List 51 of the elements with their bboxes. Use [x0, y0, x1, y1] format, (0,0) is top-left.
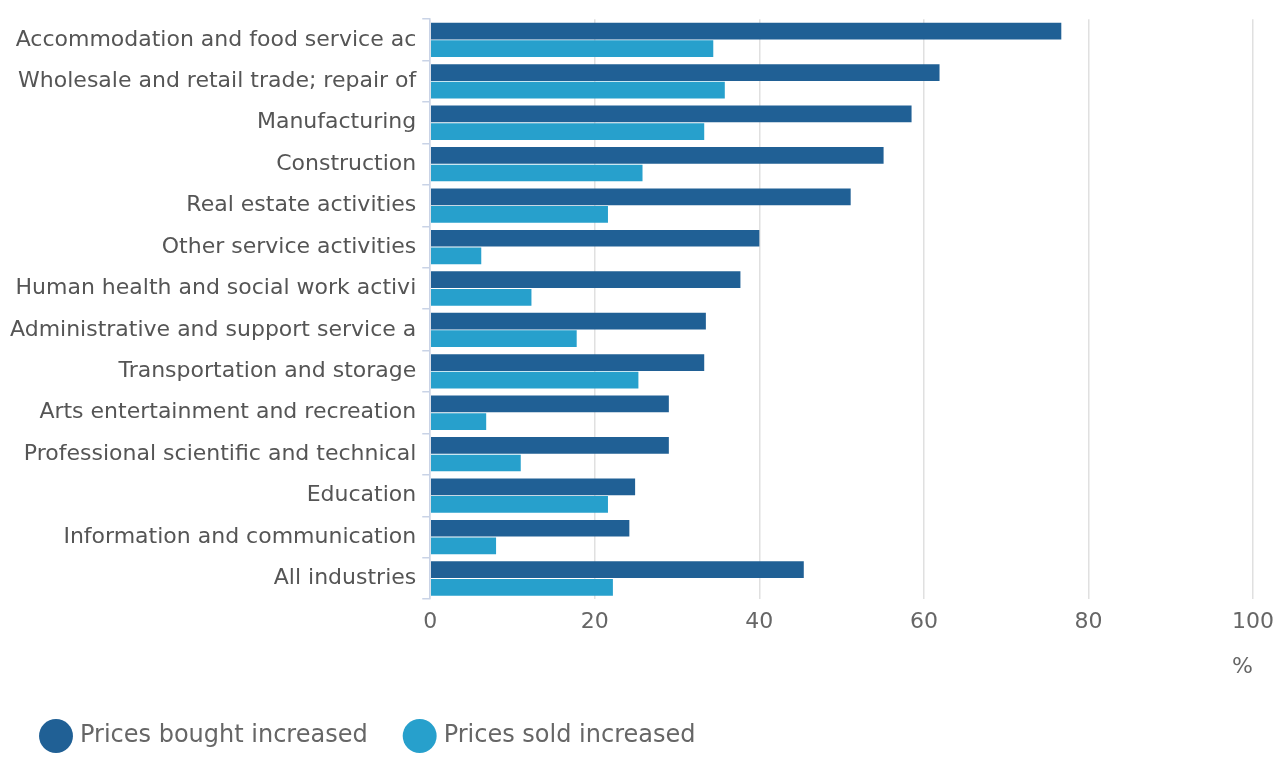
y-tick-label: Real estate activities: [186, 191, 417, 217]
y-tick-label: Administrative and support service a: [10, 315, 417, 341]
y-tick-label: Accommodation and food service ac: [15, 25, 417, 51]
y-tick-label: Wholesale and retail trade; repair of: [18, 67, 418, 93]
y-tick-label: Manufacturing: [256, 108, 417, 134]
bar: [431, 537, 497, 555]
x-tick-label: 0: [423, 608, 438, 634]
bar: [431, 22, 1062, 40]
bar: [431, 229, 760, 247]
bar: [431, 64, 940, 81]
bar: [431, 561, 804, 579]
bar: [431, 330, 577, 348]
bar: [431, 312, 706, 330]
bar: [431, 371, 639, 389]
y-tick-label: Transportation and storage: [117, 357, 417, 383]
x-tick-label: 20: [580, 608, 609, 634]
y-tick-label: Professional scientific and technical: [23, 439, 417, 465]
bar: [431, 81, 725, 99]
y-tick-label: Other service activities: [161, 232, 417, 258]
x-tick-label: 60: [909, 608, 938, 634]
legend-label: Prices bought increased: [80, 720, 368, 749]
bar: [431, 247, 482, 265]
bar: [431, 188, 851, 206]
bar: [431, 164, 643, 182]
y-tick-label: Human health and social work activi: [15, 274, 417, 300]
bar: [431, 354, 705, 371]
bar: [431, 519, 630, 537]
x-tick-label: 100: [1232, 608, 1274, 634]
y-tick-label: Arts entertainment and recreation: [39, 398, 417, 424]
bar: [431, 454, 521, 472]
y-tick-label: All industries: [273, 564, 417, 590]
x-axis-title: %: [1232, 652, 1253, 678]
y-tick-label: Information and communication: [63, 522, 417, 548]
bar: [431, 40, 714, 58]
legend-label: Prices sold increased: [443, 720, 696, 749]
bar: [431, 123, 705, 140]
bar: [431, 578, 613, 596]
bar: [431, 496, 608, 513]
x-tick-label: 40: [745, 608, 774, 634]
bar: [431, 206, 608, 223]
bar: [431, 288, 532, 306]
x-tick-label: 80: [1074, 608, 1103, 634]
bar: [431, 147, 884, 164]
bar: [431, 395, 669, 413]
bar: [431, 413, 487, 430]
bar: [431, 271, 741, 289]
y-tick-label: Construction: [276, 149, 417, 175]
bar: [431, 437, 669, 454]
bar: [431, 105, 912, 123]
bar: [431, 478, 636, 496]
y-tick-label: Education: [306, 481, 417, 507]
